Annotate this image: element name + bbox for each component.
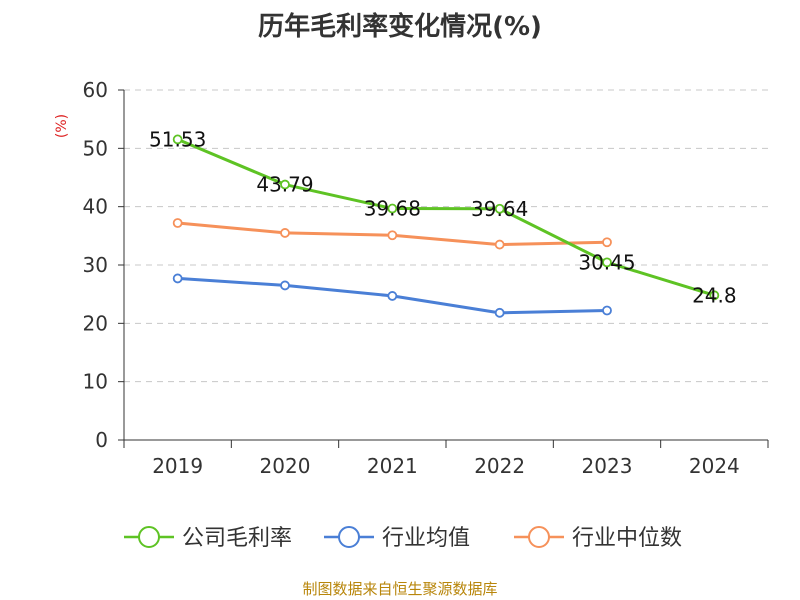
data-point-0-2022 [494,203,505,214]
data-point-1-2023 [602,305,612,316]
data-point-2-2019 [172,218,183,228]
y-ticks: 0 10 20 30 40 50 60 [83,78,124,452]
data-point-0-2021 [387,203,398,214]
grid-lines [124,89,768,383]
x-tick-label-2019: 2019 [152,454,203,478]
x-tick-label-2024: 2024 [689,454,740,478]
legend-marker-1 [338,526,360,548]
x-tick-label-2020: 2020 [260,454,311,478]
data-point-2-2023 [602,237,612,248]
y-tick-label-40: 40 [83,195,108,219]
data-label-2023: 30.45 [578,250,635,274]
data-label-2024: 24.8 [692,283,737,307]
data-labels: 51.53 43.79 39.68 39.64 30.45 24.8 [149,127,737,307]
chart-title: 历年毛利率变化情况(%) [258,12,542,42]
data-point-2-2021 [387,230,398,241]
y-tick-label-0: 0 [95,428,108,452]
y-tick-label-50: 50 [83,136,108,160]
data-point-1-2020 [280,280,290,291]
data-label-2020: 43.79 [256,173,313,197]
data-label-2021: 39.68 [364,197,421,221]
legend-marker-2 [528,526,550,548]
data-label-2019: 51.53 [149,127,206,151]
x-tick-label-2023: 2023 [582,454,633,478]
data-point-2-2022 [494,239,505,250]
legend-item-2[interactable]: 行业中位数 [514,526,682,551]
data-point-0-2023 [602,257,612,268]
series-line-0 [177,138,715,297]
y-tick-label-30: 30 [83,253,108,277]
data-point-2-2020 [280,228,290,238]
legend-item-0[interactable]: 公司毛利率 [124,526,292,551]
y-tick-label-20: 20 [83,311,108,335]
legend[interactable]: 公司毛利率 行业均值 行业中位数 [124,526,682,551]
data-label-2022: 39.64 [471,197,528,221]
x-tick-label-2022: 2022 [474,454,525,478]
source-footer: 制图数据来自恒生聚源数据库 [302,580,498,598]
x-ticks: 2019 2020 2021 2022 2023 2024 [123,440,769,478]
y-tick-label-10: 10 [83,370,108,394]
legend-label-0: 公司毛利率 [182,526,292,551]
data-point-0-2024 [709,290,720,301]
legend-label-1: 行业均值 [382,526,470,551]
data-point-1-2021 [387,291,398,301]
x-tick-label-2021: 2021 [367,454,418,478]
y-axis-label: (%) [54,114,70,138]
data-point-0-2020 [280,179,290,190]
legend-item-1[interactable]: 行业均值 [324,526,470,551]
legend-label-2: 行业中位数 [572,526,682,551]
series-layer [172,134,720,318]
data-point-0-2019 [172,134,183,145]
legend-marker-0 [138,526,160,548]
y-tick-label-60: 60 [83,78,108,102]
data-point-1-2019 [172,273,183,284]
data-point-1-2022 [494,307,505,318]
